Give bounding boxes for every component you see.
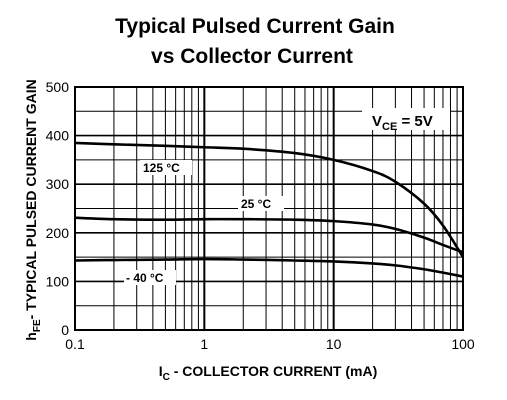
chart-title-line1: Typical Pulsed Current Gain xyxy=(115,15,395,38)
series-lines xyxy=(74,141,465,278)
y-tick-label: 300 xyxy=(46,176,70,192)
vce-annotation-bg xyxy=(362,108,450,130)
series-label-25: 25 °C xyxy=(241,197,271,211)
series-label-125: 125 °C xyxy=(143,161,180,175)
series-line-2 xyxy=(74,257,464,278)
chart-title-line2: vs Collector Current xyxy=(151,45,353,68)
series-label-bg-m40 xyxy=(124,270,176,285)
x-tick-label: 1 xyxy=(200,336,208,352)
y-tick-label: 200 xyxy=(46,225,70,241)
x-tick-labels: 0.1 1 10 100 xyxy=(65,336,475,352)
y-axis-label: hFE- TYPICAL PULSED CURRENT GAIN xyxy=(23,79,43,340)
series-line-1 xyxy=(74,216,464,254)
x-tick-label: 0.1 xyxy=(65,336,85,352)
y-tick-label: 0 xyxy=(61,322,69,338)
series-label-bg-25 xyxy=(238,196,284,211)
series-label-m40: - 40 °C xyxy=(126,271,164,285)
vce-annotation: VCE = 5V xyxy=(372,113,433,133)
y-tick-label: 500 xyxy=(46,79,70,95)
y-tick-labels: 0 100 200 300 400 500 xyxy=(46,79,70,338)
y-tick-label: 400 xyxy=(46,128,70,144)
y-tick-label: 100 xyxy=(46,273,70,289)
x-axis-label: IC - COLLECTOR CURRENT (mA) xyxy=(159,363,378,383)
x-tick-label: 100 xyxy=(451,336,475,352)
series-line-0 xyxy=(74,141,465,258)
series-label-bg-125 xyxy=(140,160,192,175)
x-tick-label: 10 xyxy=(326,336,342,352)
plot-frame xyxy=(74,86,464,331)
